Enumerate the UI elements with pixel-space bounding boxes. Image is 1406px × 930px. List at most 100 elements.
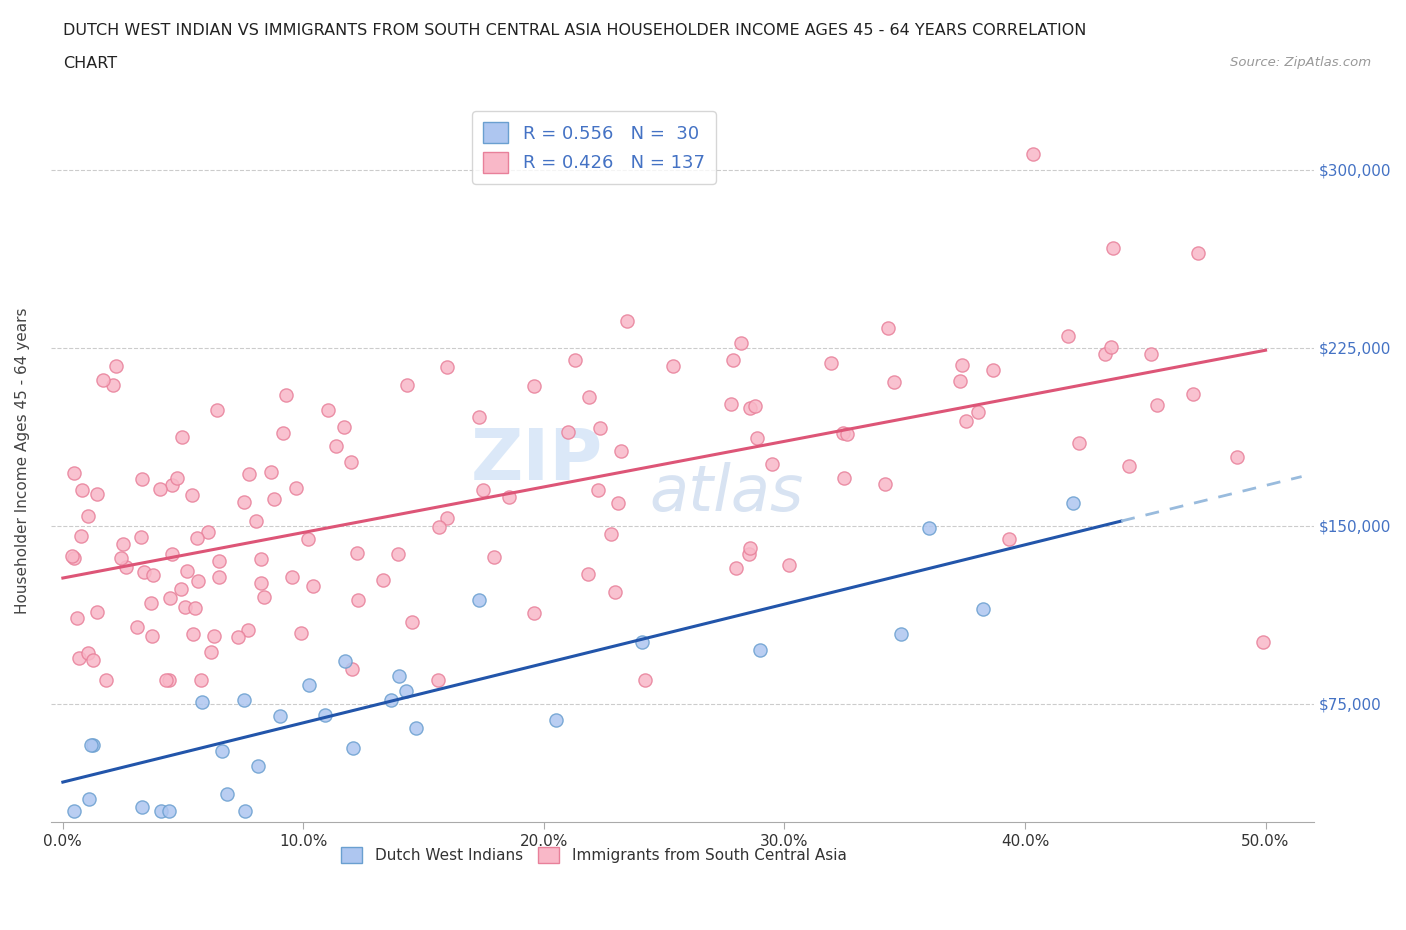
Point [883,375,905,390]
Point [1102,241,1125,256]
Point [208,554,231,569]
Point [159,591,181,605]
Point [745,431,768,445]
Point [523,605,546,620]
Point [918,521,941,536]
Point [342,661,364,676]
Point [238,467,260,482]
Point [738,541,761,556]
Point [176,564,198,578]
Point [253,589,276,604]
Point [387,546,409,561]
Point [208,570,231,585]
Point [274,388,297,403]
Text: atlas: atlas [650,462,804,525]
Point [281,569,304,584]
Point [498,489,520,504]
Point [820,356,842,371]
Point [875,476,897,491]
Point [157,804,180,818]
Point [997,532,1019,547]
Point [346,545,368,560]
Point [831,426,853,441]
Point [297,532,319,547]
Point [1146,398,1168,413]
Point [966,405,988,420]
Point [211,744,233,759]
Point [586,483,609,498]
Point [170,582,193,597]
Point [890,627,912,642]
Point [60,549,83,564]
Point [744,399,766,414]
Point [91,373,114,388]
Point [616,313,638,328]
Point [160,547,183,562]
Point [263,492,285,507]
Point [191,694,214,709]
Text: Source: ZipAtlas.com: Source: ZipAtlas.com [1230,56,1371,69]
Point [314,708,336,723]
Point [181,627,204,642]
Point [436,360,458,375]
Text: DUTCH WEST INDIAN VS IMMIGRANTS FROM SOUTH CENTRAL ASIA HOUSEHOLDER INCOME AGES : DUTCH WEST INDIAN VS IMMIGRANTS FROM SOU… [63,23,1087,38]
Point [634,672,657,687]
Point [110,551,132,565]
Point [247,758,270,773]
Point [200,644,222,659]
Point [1140,346,1163,361]
Point [197,525,219,539]
Point [564,352,586,367]
Point [105,359,128,374]
Point [1118,458,1140,473]
Point [468,593,491,608]
Point [62,551,84,565]
Point [80,737,103,752]
Point [150,804,173,818]
Point [761,457,783,472]
Point [139,595,162,610]
Point [77,509,100,524]
Point [347,592,370,607]
Point [65,610,87,625]
Point [778,558,800,573]
Point [1187,246,1209,260]
Point [835,427,858,442]
Point [205,403,228,418]
Point [217,787,239,802]
Point [202,629,225,644]
Point [1067,435,1090,450]
Point [609,444,631,458]
Point [114,559,136,574]
Point [380,692,402,707]
Point [1062,495,1084,510]
Point [186,530,208,545]
Point [86,604,108,619]
Point [589,420,612,435]
Point [578,390,600,405]
Point [1099,339,1122,354]
Point [290,626,312,641]
Point [468,409,491,424]
Point [371,572,394,587]
Point [63,466,86,481]
Point [77,791,100,806]
Point [576,566,599,581]
Point [427,672,450,687]
Point [82,652,104,667]
Point [972,601,994,616]
Point [160,477,183,492]
Point [111,537,134,551]
Point [952,358,974,373]
Point [149,482,172,497]
Point [981,362,1004,377]
Legend: Dutch West Indians, Immigrants from South Central Asia: Dutch West Indians, Immigrants from Sout… [335,841,852,869]
Point [603,584,626,599]
Text: ZIP: ZIP [471,426,603,495]
Point [832,471,855,485]
Point [1057,328,1080,343]
Point [233,804,256,818]
Point [949,374,972,389]
Point [1226,450,1249,465]
Point [436,511,458,525]
